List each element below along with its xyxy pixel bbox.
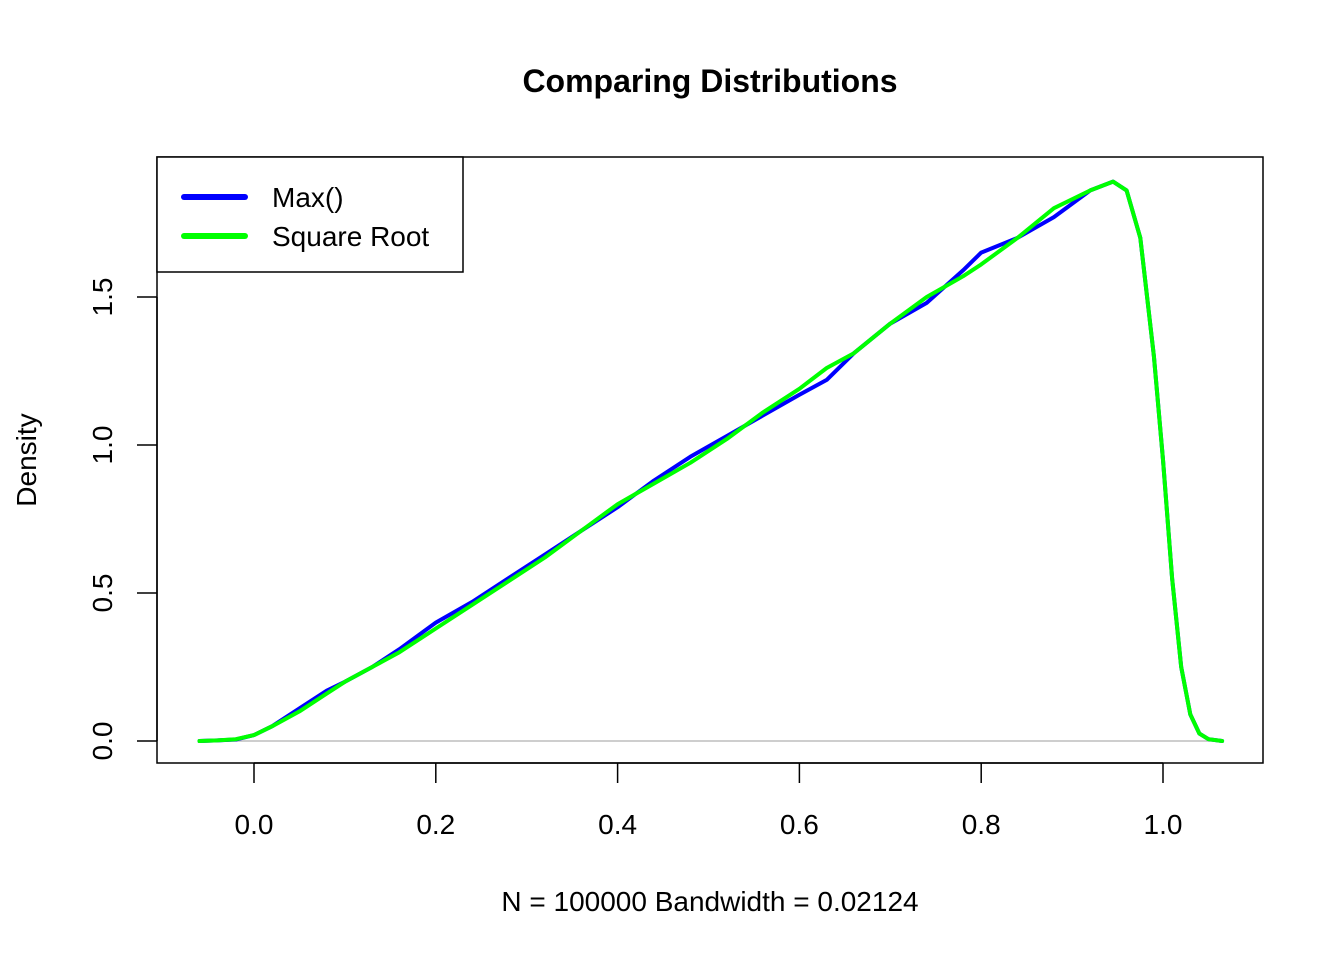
x-axis: 0.0 0.2 0.4 0.6 0.8 1.0 bbox=[235, 762, 1183, 840]
x-axis-title: N = 100000 Bandwidth = 0.02124 bbox=[501, 886, 918, 917]
y-tick-label: 0.0 bbox=[87, 722, 118, 761]
legend: Max() Square Root bbox=[156, 156, 464, 273]
y-tick-label: 1.0 bbox=[87, 426, 118, 465]
y-tick-label: 1.5 bbox=[87, 278, 118, 317]
x-tick-label: 1.0 bbox=[1144, 809, 1183, 840]
series-line-2 bbox=[197, 179, 1225, 743]
legend-label: Square Root bbox=[272, 221, 429, 252]
x-tick-label: 0.6 bbox=[780, 809, 819, 840]
legend-box bbox=[156, 156, 464, 273]
chart-title: Comparing Distributions bbox=[522, 63, 897, 99]
y-axis-title: Density bbox=[11, 413, 42, 506]
y-tick-label: 0.5 bbox=[87, 574, 118, 613]
legend-label: Max() bbox=[272, 182, 344, 213]
x-tick-label: 0.0 bbox=[235, 809, 274, 840]
x-tick-label: 0.4 bbox=[598, 809, 637, 840]
y-axis: 0.0 0.5 1.0 1.5 bbox=[87, 278, 158, 761]
x-tick-label: 0.2 bbox=[416, 809, 455, 840]
x-tick-label: 0.8 bbox=[962, 809, 1001, 840]
